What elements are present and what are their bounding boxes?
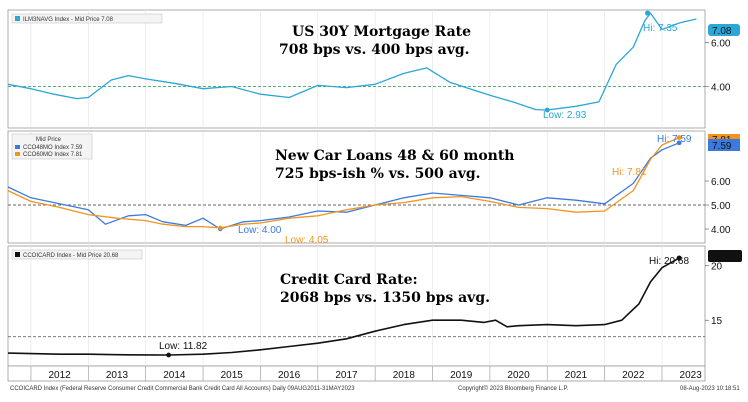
low-marker-p2 xyxy=(166,352,172,358)
footer-copyright: Copyright© 2023 Bloomberg Finance L.P. xyxy=(458,385,569,392)
carloan-title-line1: New Car Loans 48 & 60 month xyxy=(275,148,514,164)
ytick-label-p1-0: 6.00 xyxy=(711,177,731,188)
card-low-label: Low: 11.82 xyxy=(159,341,208,352)
card-title-line1: Credit Card Rate: xyxy=(280,272,418,288)
hi-marker-p0 xyxy=(645,10,651,16)
mortgage-hi-label: Hi: 7.35 xyxy=(643,23,678,34)
low-marker-p0 xyxy=(544,107,550,113)
series-line-p1-1 xyxy=(7,137,680,229)
legend-car48-swatch xyxy=(15,145,20,149)
card-last-badge xyxy=(708,250,742,262)
car48-low-label: Low: 4.00 xyxy=(238,225,282,236)
x-label-2020: 2020 xyxy=(507,370,530,381)
x-label-2015: 2015 xyxy=(221,370,244,381)
car48-last-value: 7.59 xyxy=(712,141,732,152)
series-line-p0-0 xyxy=(7,12,697,111)
car48-last-badge xyxy=(708,139,740,151)
x-label-2018: 2018 xyxy=(393,370,416,381)
legend-card-box xyxy=(11,249,143,260)
footer-source: CCOICARD Index (Federal Reserve Consumer… xyxy=(10,386,355,392)
x-label-2017: 2017 xyxy=(335,370,358,381)
low-marker-p1-1 xyxy=(218,225,223,230)
mortgage-title-line1: US 30Y Mortgage Rate xyxy=(292,24,471,40)
legend-car60-swatch xyxy=(15,152,20,156)
x-label-2012: 2012 xyxy=(49,370,72,381)
mortgage-last-badge xyxy=(708,24,740,36)
x-label-2021: 2021 xyxy=(565,370,588,381)
series-line-p2-0 xyxy=(7,257,680,356)
card-hi-label: Hi: 20.68 xyxy=(649,256,689,267)
legend-car60-text: CCO60MO Index 7.81 xyxy=(23,152,83,158)
hi-marker-p2 xyxy=(676,255,682,261)
mortgage-title-line2: 708 bps vs. 400 bps avg. xyxy=(279,42,470,58)
legend-card-text: CCOICARD Index - Mid Price 20.68 xyxy=(23,253,119,259)
legend-carloan-title: Mid Price xyxy=(36,137,62,143)
carloan-title-line2: 725 bps-ish % vs. 500 avg. xyxy=(275,166,481,182)
car48-hi-label: Hi: 7.59 xyxy=(657,134,692,145)
ytick-label-p2-0: 20 xyxy=(711,262,723,273)
car60-low-label: Low: 4.05 xyxy=(285,235,329,246)
car60-hi-label: Hi: 7.81 xyxy=(612,167,647,178)
panel-mortgage-frame xyxy=(7,9,706,129)
ytick-label-p2-1: 15 xyxy=(711,316,723,327)
ytick-label-p0-1: 4.00 xyxy=(711,83,731,94)
legend-mortgage-swatch xyxy=(15,16,20,21)
x-label-2022: 2022 xyxy=(622,370,645,381)
ytick-label-p0-0: 6.00 xyxy=(711,39,731,50)
mortgage-last-value: 7.08 xyxy=(712,26,732,37)
hi-marker-p1-0 xyxy=(676,140,682,146)
legend-car48-text: CCO48MO Index 7.59 xyxy=(23,145,83,151)
x-label-2013: 2013 xyxy=(106,370,129,381)
x-label-2023: 2023 xyxy=(680,370,703,381)
panel-creditcard-frame xyxy=(7,245,706,367)
legend-mortgage-box xyxy=(11,13,163,24)
hi-marker-p1-1 xyxy=(676,135,682,140)
card-title-line2: 2068 bps vs. 1350 bps avg. xyxy=(280,290,490,306)
legend-carloan-box xyxy=(11,133,93,160)
ytick-label-p1-1: 5.00 xyxy=(711,201,731,212)
x-label-2016: 2016 xyxy=(278,370,301,381)
mortgage-low-label: Low: 2.93 xyxy=(543,110,587,121)
card-last-value: 20.68 xyxy=(711,252,736,263)
panel-carloan-frame xyxy=(7,130,706,244)
legend-mortgage-text: ILM3NAVG Index - Mid Price 7.08 xyxy=(23,17,114,23)
x-axis-frame xyxy=(7,365,706,382)
footer-timestamp: 08-Aug-2023 10:18:51 xyxy=(680,386,740,392)
legend-card-swatch xyxy=(15,252,20,257)
x-label-2014: 2014 xyxy=(163,370,186,381)
x-label-2019: 2019 xyxy=(450,370,473,381)
ytick-label-p1-2: 4.00 xyxy=(711,225,731,236)
